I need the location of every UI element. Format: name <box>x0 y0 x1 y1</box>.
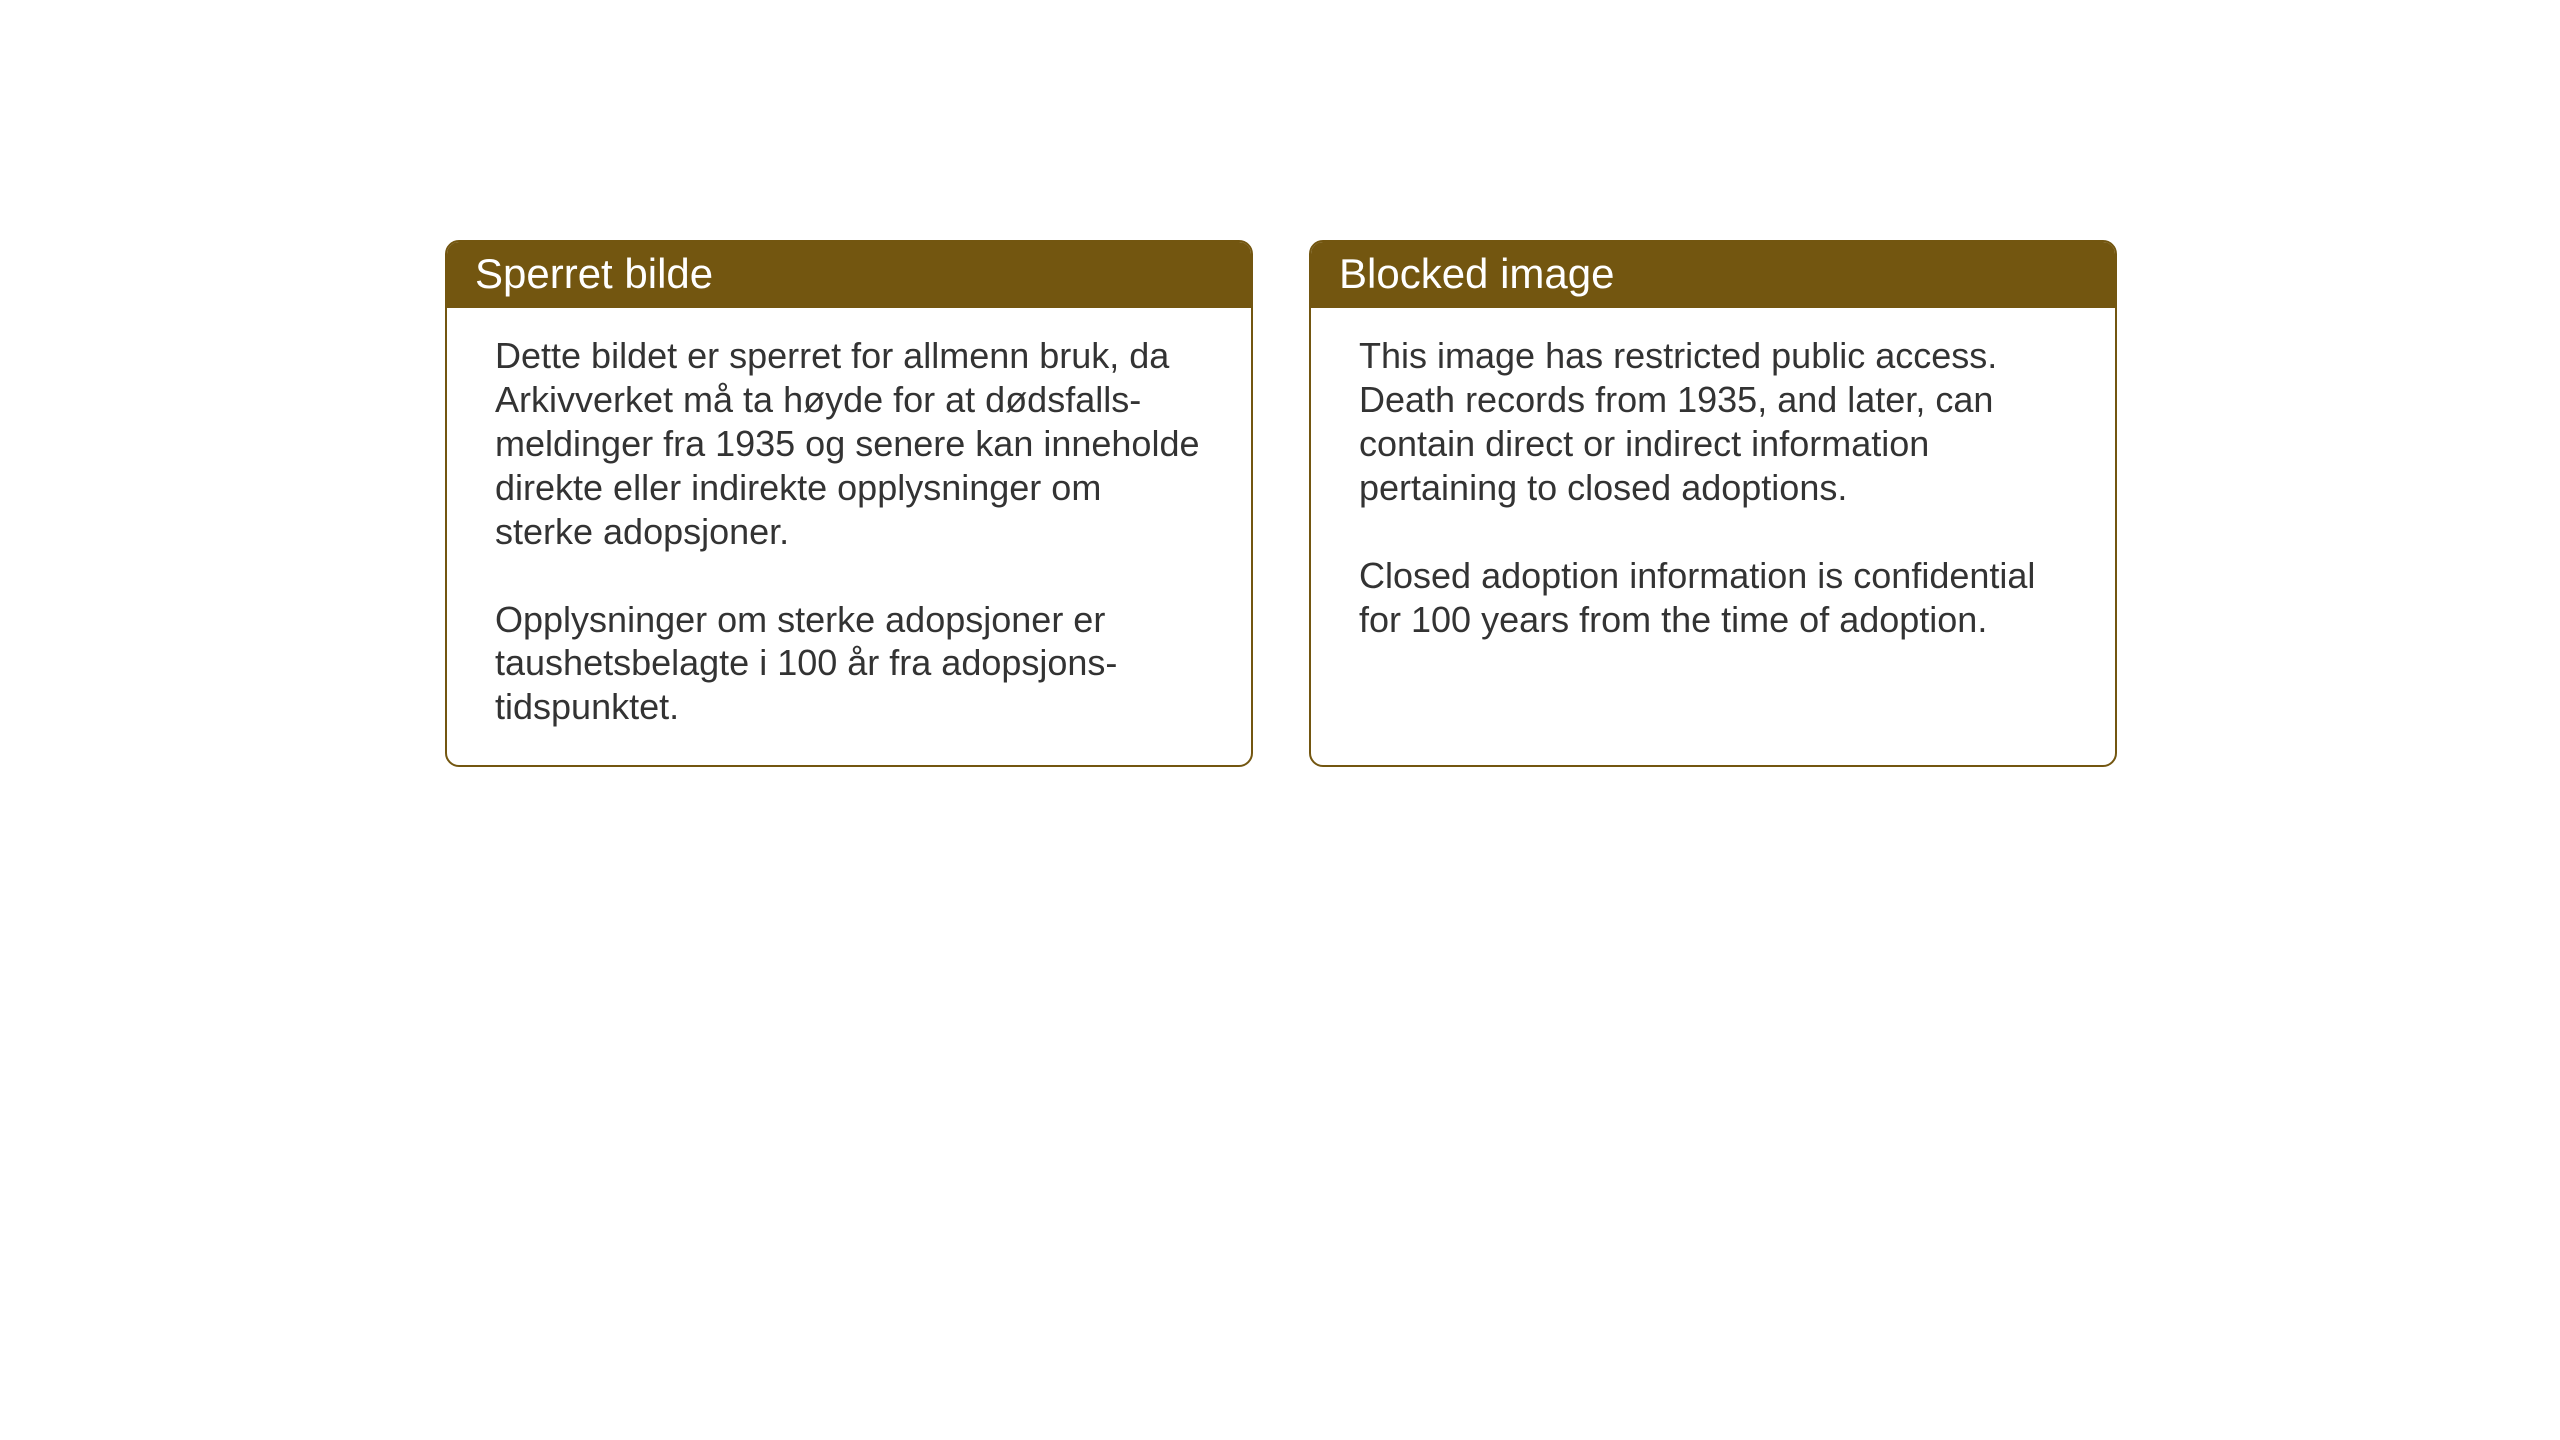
card-body-norwegian: Dette bildet er sperret for allmenn bruk… <box>447 308 1251 765</box>
paragraph-1-norwegian: Dette bildet er sperret for allmenn bruk… <box>495 334 1203 554</box>
card-title-english: Blocked image <box>1339 250 1614 297</box>
paragraph-2-norwegian: Opplysninger om sterke adopsjoner er tau… <box>495 598 1203 730</box>
paragraph-2-english: Closed adoption information is confident… <box>1359 554 2067 642</box>
card-title-norwegian: Sperret bilde <box>475 250 713 297</box>
card-header-norwegian: Sperret bilde <box>447 242 1251 308</box>
card-body-english: This image has restricted public access.… <box>1311 308 2115 677</box>
card-header-english: Blocked image <box>1311 242 2115 308</box>
cards-container: Sperret bilde Dette bildet er sperret fo… <box>445 240 2117 767</box>
card-norwegian: Sperret bilde Dette bildet er sperret fo… <box>445 240 1253 767</box>
card-english: Blocked image This image has restricted … <box>1309 240 2117 767</box>
paragraph-1-english: This image has restricted public access.… <box>1359 334 2067 510</box>
